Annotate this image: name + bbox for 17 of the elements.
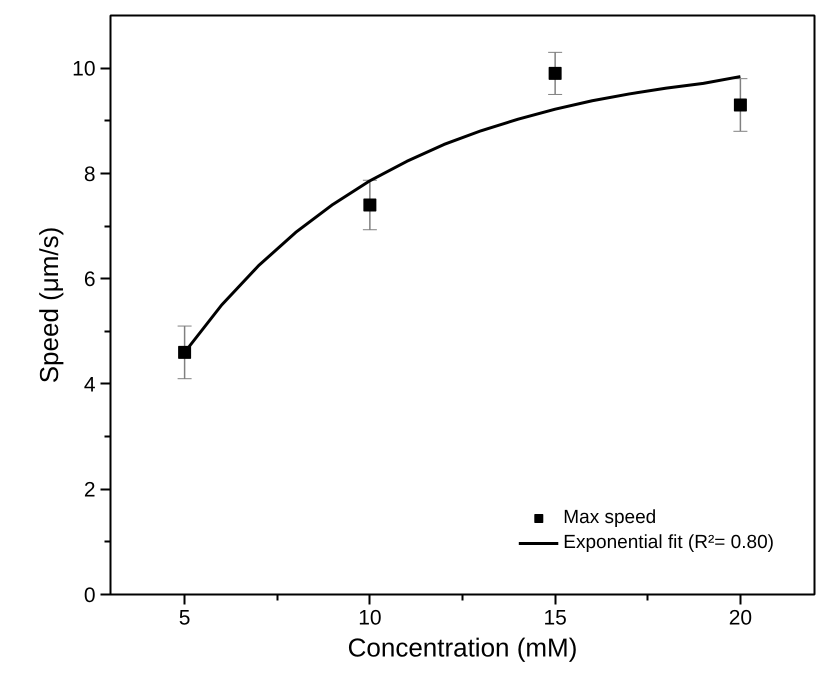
point	[363, 198, 376, 212]
y-tick-label: 10	[72, 58, 96, 81]
point	[734, 98, 747, 112]
legend-label: Exponential fit (R²= 0.80)	[563, 532, 774, 554]
legend-label: Max speed	[563, 507, 656, 529]
y-tick-label: 2	[84, 478, 96, 502]
y-axis-title: Speed (μm/s)	[34, 226, 64, 384]
x-tick-label: 15	[543, 606, 567, 630]
x-tick-label: 10	[358, 606, 382, 630]
x-axis-title: Concentration (mM)	[348, 632, 578, 662]
point	[548, 66, 562, 80]
y-tick-label: 6	[84, 268, 96, 292]
x-tick-label: 5	[178, 606, 190, 630]
y-tick-label: 4	[84, 373, 96, 396]
y-tick-label: 8	[84, 162, 96, 186]
y-tick-label: 0	[84, 584, 96, 607]
x-tick-label: 20	[728, 606, 752, 630]
